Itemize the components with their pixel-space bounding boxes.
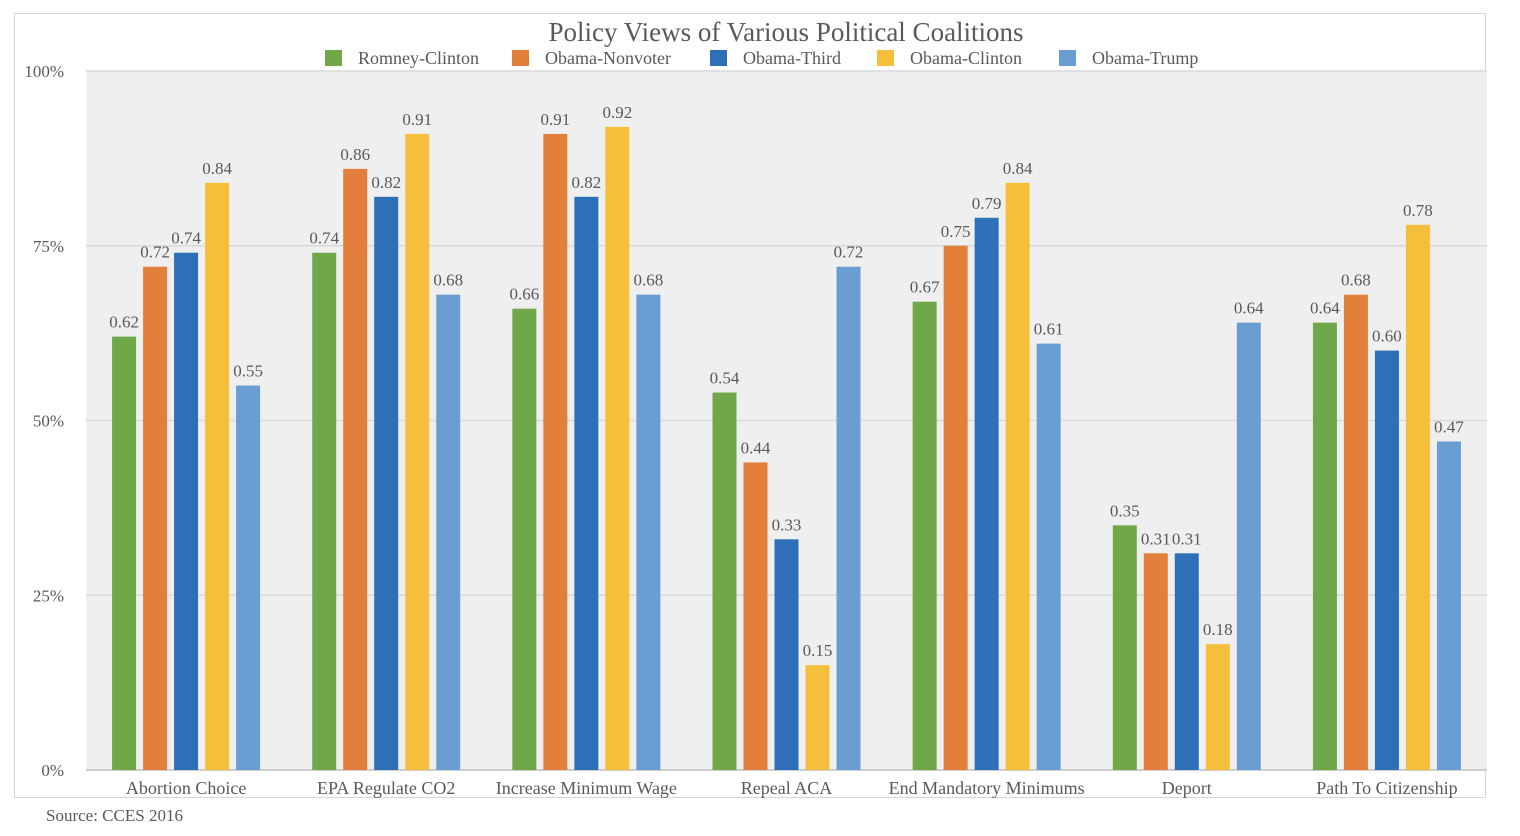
bar-2-2 bbox=[574, 196, 599, 770]
bar-0-1 bbox=[143, 266, 168, 770]
bar-3-0 bbox=[712, 392, 737, 770]
x-tick-label-2: Increase Minimum Wage bbox=[496, 778, 677, 798]
legend-label-0: Romney-Clinton bbox=[358, 48, 479, 68]
y-tick-label: 100% bbox=[24, 62, 64, 81]
bar-3-2 bbox=[774, 539, 799, 770]
bar-2-0 bbox=[512, 308, 537, 770]
y-tick-label: 50% bbox=[33, 412, 64, 431]
x-tick-label-5: Deport bbox=[1162, 778, 1212, 798]
bar-4-1 bbox=[943, 245, 968, 770]
data-label-5-3: 0.18 bbox=[1203, 620, 1233, 639]
bar-1-0 bbox=[312, 252, 337, 771]
y-tick-label: 0% bbox=[41, 761, 64, 780]
data-label-1-1: 0.86 bbox=[340, 145, 370, 164]
bar-2-4 bbox=[636, 294, 661, 770]
data-label-6-1: 0.68 bbox=[1341, 271, 1371, 290]
chart-svg: 0% 25% 50% 75% 100% Policy Views of Various P… bbox=[24, 17, 1487, 798]
data-label-0-0: 0.62 bbox=[109, 313, 139, 332]
bar-6-0 bbox=[1312, 322, 1337, 770]
bar-5-0 bbox=[1112, 525, 1137, 770]
data-label-2-0: 0.66 bbox=[509, 285, 539, 304]
bar-5-3 bbox=[1205, 644, 1230, 770]
bar-6-3 bbox=[1405, 224, 1430, 770]
x-tick-label-0: Abortion Choice bbox=[126, 778, 246, 798]
data-label-4-3: 0.84 bbox=[1003, 159, 1033, 178]
data-label-2-2: 0.82 bbox=[571, 173, 601, 192]
legend-swatch-2 bbox=[710, 50, 727, 66]
data-label-6-4: 0.47 bbox=[1434, 417, 1464, 436]
data-label-3-2: 0.33 bbox=[772, 515, 802, 534]
x-tick-label-4: End Mandatory Minimums bbox=[889, 778, 1085, 798]
bar-3-1 bbox=[743, 462, 768, 770]
bar-5-4 bbox=[1236, 322, 1261, 770]
y-tick-label: 25% bbox=[33, 586, 64, 605]
bar-2-1 bbox=[543, 133, 568, 770]
data-label-4-2: 0.79 bbox=[972, 194, 1002, 213]
data-label-3-0: 0.54 bbox=[710, 369, 740, 388]
data-label-0-3: 0.84 bbox=[202, 159, 232, 178]
legend-swatch-4 bbox=[1059, 50, 1076, 66]
data-label-5-4: 0.64 bbox=[1234, 299, 1264, 318]
legend-label-3: Obama-Clinton bbox=[910, 48, 1022, 68]
data-label-5-2: 0.31 bbox=[1172, 529, 1202, 548]
data-label-2-1: 0.91 bbox=[540, 110, 570, 129]
data-label-2-3: 0.92 bbox=[602, 103, 632, 122]
data-label-6-0: 0.64 bbox=[1310, 299, 1340, 318]
data-label-0-2: 0.74 bbox=[171, 229, 201, 248]
data-label-6-3: 0.78 bbox=[1403, 201, 1433, 220]
bar-0-3 bbox=[205, 182, 230, 771]
bar-3-3 bbox=[805, 665, 830, 770]
legend-swatch-1 bbox=[512, 50, 529, 66]
x-tick-label-6: Path To Citizenship bbox=[1316, 778, 1457, 798]
data-label-3-3: 0.15 bbox=[803, 641, 833, 660]
x-tick-label-1: EPA Regulate CO2 bbox=[317, 778, 455, 798]
bar-5-2 bbox=[1174, 553, 1199, 770]
data-label-3-1: 0.44 bbox=[741, 438, 771, 457]
bar-1-3 bbox=[405, 133, 430, 770]
data-label-0-4: 0.55 bbox=[233, 362, 263, 381]
bar-4-0 bbox=[912, 301, 937, 770]
bar-5-1 bbox=[1143, 553, 1168, 770]
data-label-6-2: 0.60 bbox=[1372, 327, 1402, 346]
data-label-0-1: 0.72 bbox=[140, 243, 170, 262]
data-label-4-4: 0.61 bbox=[1034, 320, 1064, 339]
x-tick-label-3: Repeal ACA bbox=[741, 778, 833, 798]
data-label-4-0: 0.67 bbox=[910, 278, 940, 297]
legend-swatch-3 bbox=[877, 50, 894, 66]
bar-1-2 bbox=[374, 196, 399, 770]
source-note: Source: CCES 2016 bbox=[46, 806, 183, 825]
data-label-3-4: 0.72 bbox=[834, 243, 864, 262]
chart-frame: 0% 25% 50% 75% 100% Policy Views of Various P… bbox=[14, 13, 1487, 798]
legend-label-2: Obama-Third bbox=[743, 48, 841, 68]
bar-1-4 bbox=[436, 294, 461, 770]
bar-4-4 bbox=[1036, 343, 1061, 770]
legend-label-4: Obama-Trump bbox=[1092, 48, 1198, 68]
legend-label-1: Obama-Nonvoter bbox=[545, 48, 671, 68]
bar-4-3 bbox=[1005, 182, 1030, 771]
bar-4-2 bbox=[974, 217, 999, 771]
data-label-5-0: 0.35 bbox=[1110, 501, 1140, 520]
chart-title: Policy Views of Various Political Coalit… bbox=[548, 17, 1023, 47]
data-label-1-3: 0.91 bbox=[402, 110, 432, 129]
bar-0-2 bbox=[174, 252, 199, 771]
bar-0-0 bbox=[112, 336, 137, 770]
legend-swatch-0 bbox=[325, 50, 342, 66]
bar-6-2 bbox=[1374, 350, 1399, 770]
data-label-2-4: 0.68 bbox=[633, 271, 663, 290]
bar-3-4 bbox=[836, 266, 861, 770]
bar-6-1 bbox=[1343, 294, 1368, 770]
y-tick-label: 75% bbox=[33, 237, 64, 256]
data-label-1-0: 0.74 bbox=[309, 229, 339, 248]
data-label-1-2: 0.82 bbox=[371, 173, 401, 192]
data-label-1-4: 0.68 bbox=[433, 271, 463, 290]
bar-6-4 bbox=[1436, 441, 1461, 770]
data-label-5-1: 0.31 bbox=[1141, 529, 1171, 548]
data-label-4-1: 0.75 bbox=[941, 222, 971, 241]
bar-0-4 bbox=[236, 385, 261, 770]
bar-2-3 bbox=[605, 126, 630, 771]
bar-1-1 bbox=[343, 168, 368, 771]
